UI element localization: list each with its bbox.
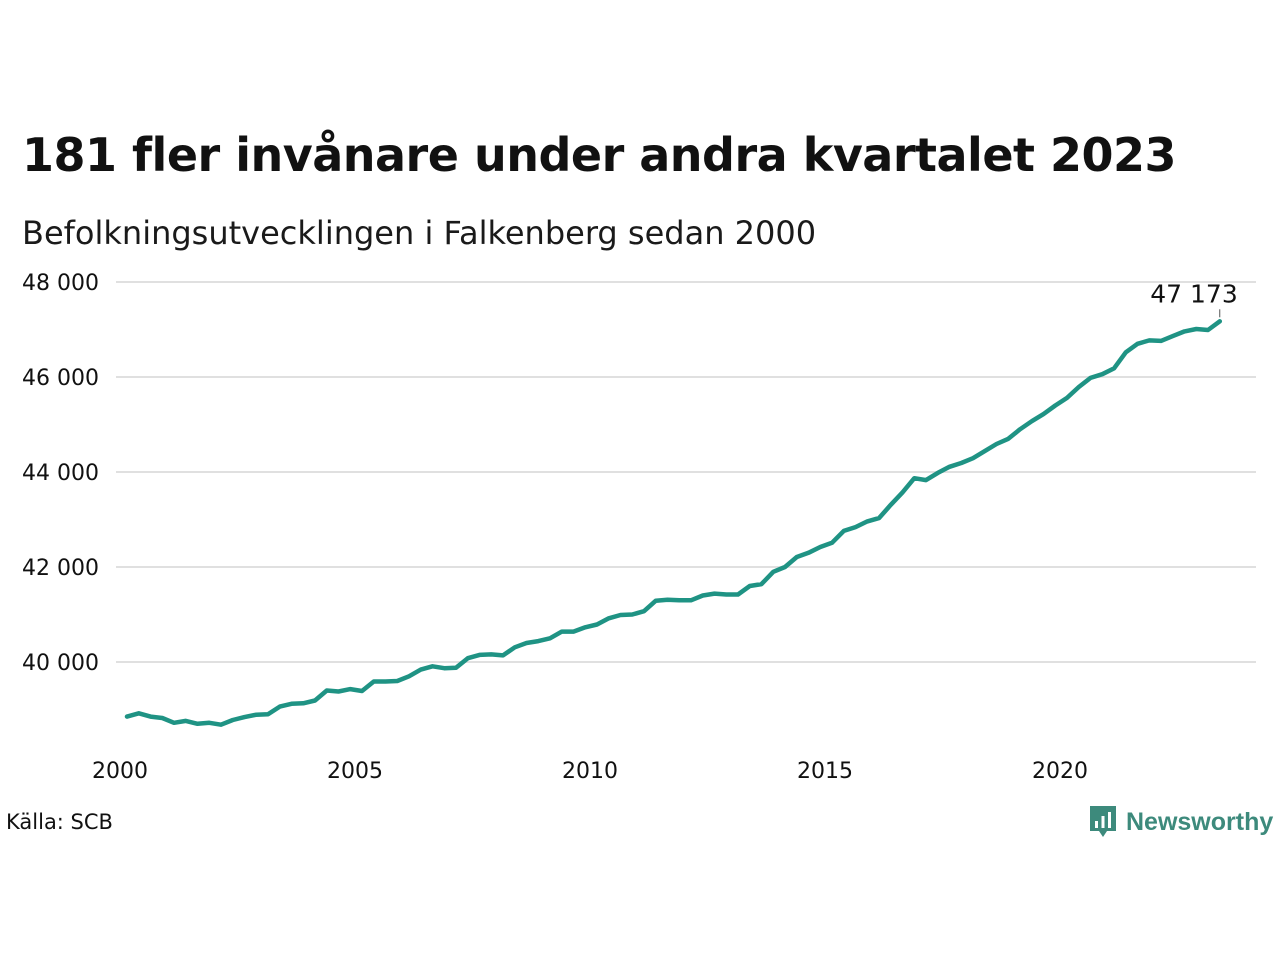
newsworthy-logo-icon	[1090, 806, 1116, 837]
population-series-line	[124, 319, 1223, 727]
grid-lines	[116, 281, 1256, 663]
y-tick-label: 42 000	[22, 556, 99, 581]
x-tick-label: 2015	[797, 759, 853, 784]
y-tick-label: 44 000	[22, 461, 99, 486]
brand-name: Newsworthy	[1126, 807, 1274, 836]
brand-logo: Newsworthy	[1088, 804, 1273, 840]
x-tick-label: 2020	[1032, 759, 1088, 784]
x-tick-label: 2005	[327, 759, 383, 784]
chart-title: 181 fler invånare under andra kvartalet …	[22, 128, 1177, 182]
source-note: Källa: SCB	[6, 810, 113, 834]
y-axis-tick-labels: 40 000 42 000 44 000 46 000 48 000	[22, 271, 99, 676]
x-axis-tick-labels: 2000 2005 2010 2015 2020	[92, 759, 1088, 784]
end-value-label: 47 173	[1150, 279, 1237, 308]
chart-subtitle: Befolkningsutvecklingen i Falkenberg sed…	[22, 214, 817, 252]
y-tick-label: 40 000	[22, 651, 99, 676]
y-tick-label: 46 000	[22, 366, 99, 391]
y-tick-label: 48 000	[22, 271, 99, 296]
x-tick-label: 2010	[562, 759, 618, 784]
x-tick-label: 2000	[92, 759, 148, 784]
